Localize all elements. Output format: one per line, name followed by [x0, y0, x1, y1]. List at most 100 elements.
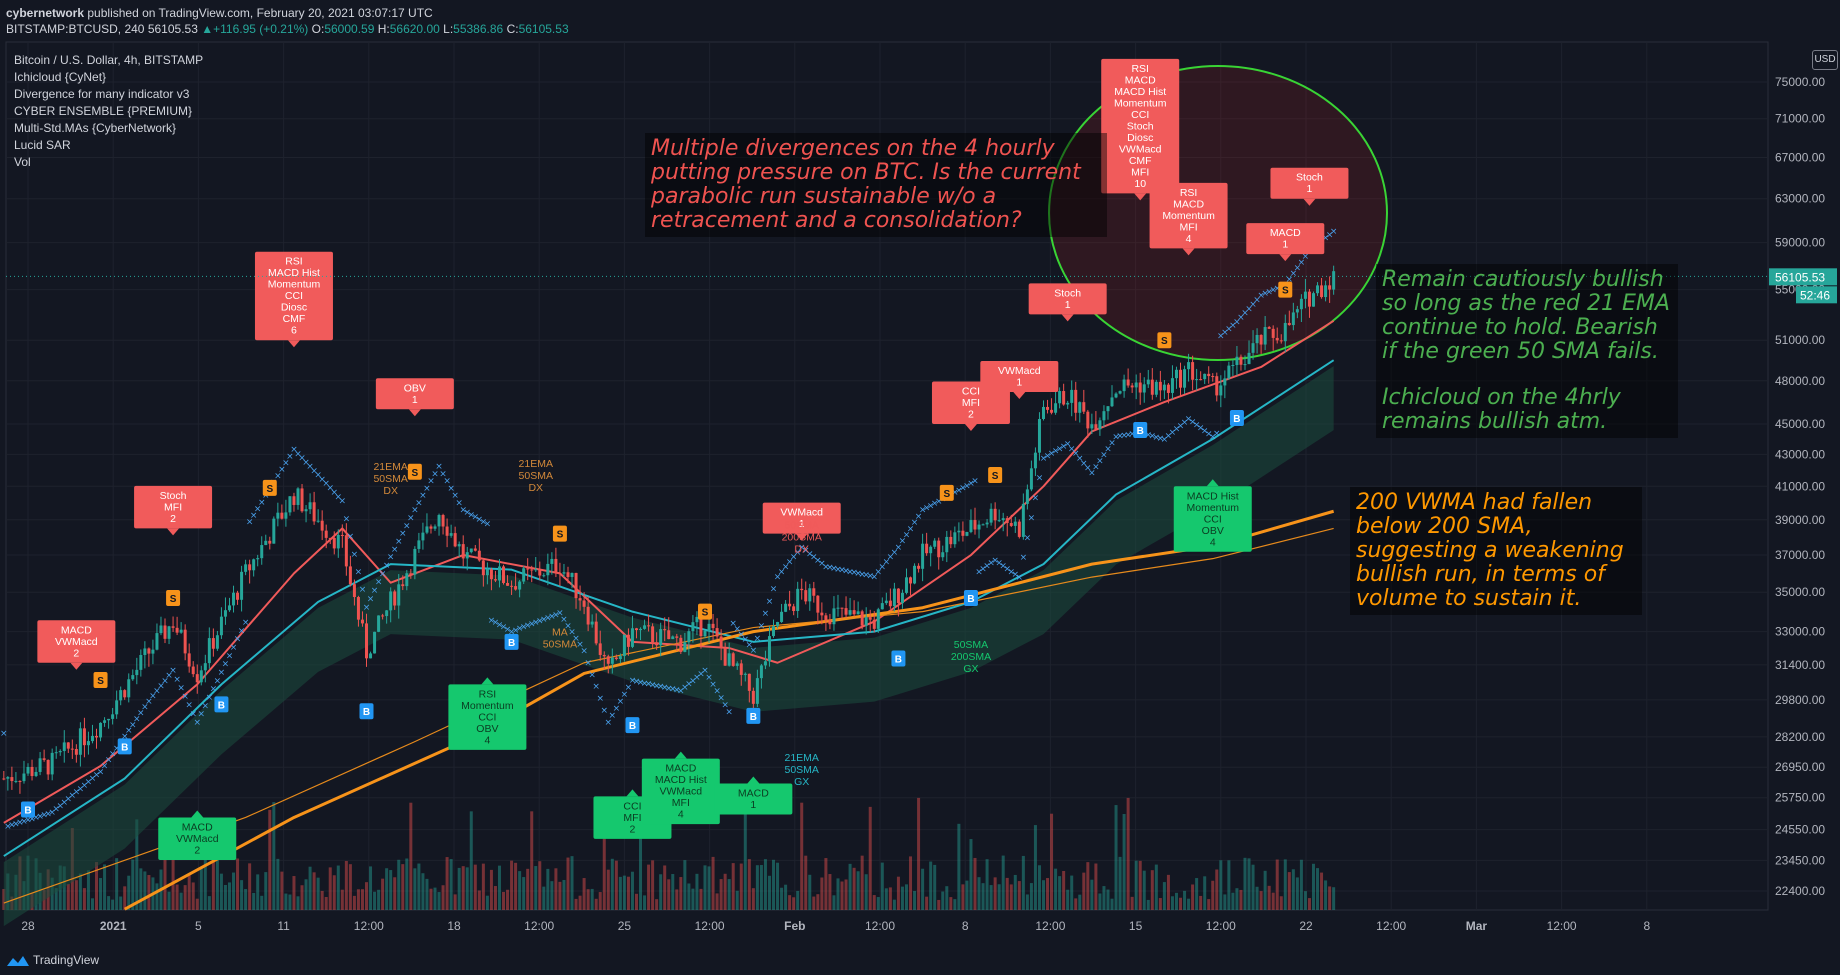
volume-bar	[848, 863, 852, 910]
legend-item[interactable]: Ichicloud {CyNet}	[14, 70, 107, 84]
symbol-label[interactable]: BITSTAMP:BTCUSD, 240	[6, 22, 145, 36]
sar-dot: ×	[963, 481, 971, 491]
candle-body	[836, 607, 840, 609]
legend-item[interactable]: Vol	[14, 155, 31, 169]
candle-body	[280, 512, 284, 519]
divergence-label-text: Momentum	[268, 279, 321, 291]
legend-item[interactable]: CYBER ENSEMBLE {PREMIUM}	[14, 104, 193, 118]
sar-dot: ×	[298, 454, 306, 464]
candle-body	[46, 759, 50, 775]
candle-body	[473, 548, 477, 551]
sar-dot: ×	[629, 676, 637, 686]
candle-body	[381, 615, 385, 617]
divergence-label-text: 2	[630, 823, 636, 835]
candle-body	[808, 588, 812, 602]
sar-dot: ×	[411, 506, 419, 516]
sar-dot: ×	[56, 801, 64, 811]
volume-bar	[610, 858, 614, 910]
candle-body	[42, 758, 46, 760]
volume-bar	[804, 855, 808, 910]
sar-dot: ×	[165, 671, 173, 681]
sar-dot: ×	[794, 548, 802, 558]
volume-bar	[481, 863, 485, 910]
candle-body	[1082, 402, 1086, 412]
candle-body	[961, 530, 965, 536]
divergence-label-text: 4	[1186, 233, 1192, 245]
volume-bar	[167, 891, 171, 910]
candle-body	[167, 626, 171, 639]
time-tick-label: 28	[21, 919, 35, 933]
candle-body	[1110, 397, 1114, 407]
volume-bar	[582, 878, 586, 910]
divergence-label-pointer	[408, 409, 421, 417]
volume-bar	[1179, 897, 1183, 910]
candle-body	[796, 588, 800, 611]
sar-dot: ×	[1080, 459, 1088, 469]
volume-bar	[1017, 881, 1021, 910]
sar-dot: ×	[1056, 444, 1064, 454]
volume-bar	[1130, 896, 1134, 910]
volume-bar	[1106, 889, 1110, 910]
footer-brand[interactable]: TradingView	[33, 953, 100, 967]
divergence-label-text: RSI	[1131, 63, 1149, 75]
divergence-label-text: 1	[412, 394, 418, 406]
price-tick-label: 59000.00	[1775, 236, 1825, 250]
sar-dot: ×	[407, 514, 415, 524]
price-tick-label: 25750.00	[1775, 791, 1825, 805]
sar-dot: ×	[915, 512, 923, 522]
sar-dot: ×	[403, 521, 411, 531]
candle-body	[465, 552, 469, 559]
candle-body	[731, 653, 735, 666]
candle-body	[123, 690, 127, 698]
volume-bar	[103, 864, 107, 910]
candle-body	[1062, 391, 1066, 405]
volume-bar	[1122, 813, 1126, 910]
volume-bar	[332, 875, 336, 910]
legend-item[interactable]: Lucid SAR	[14, 138, 71, 152]
price-tick-label: 43000.00	[1775, 447, 1825, 461]
volume-bar	[892, 899, 896, 910]
volume-bar	[997, 884, 1001, 910]
sar-dot: ×	[677, 686, 685, 696]
time-axis[interactable]: 28 2021 5 11 12:00 18 12:00 25 12:00 Feb 12:00 8 12:…	[21, 919, 1650, 933]
volume-bar	[1320, 872, 1324, 910]
candle-body	[179, 629, 183, 633]
candle-body	[1235, 356, 1239, 366]
sar-dot: ×	[1205, 429, 1213, 439]
volume-bar	[767, 875, 771, 910]
candle-body	[131, 675, 135, 680]
sar-dot: ×	[983, 562, 991, 572]
sar-dot: ×	[846, 567, 854, 577]
volume-bar	[1207, 899, 1211, 910]
time-tick-label: 12:00	[1035, 919, 1065, 933]
sar-dot: ×	[814, 556, 822, 566]
sar-dot: ×	[564, 621, 572, 631]
volume-bar	[62, 866, 66, 910]
legend-item[interactable]: Bitcoin / U.S. Dollar, 4h, BITSTAMP	[14, 53, 204, 67]
sar-dot: ×	[866, 571, 874, 581]
legend-item[interactable]: Divergence for many indicator v3	[14, 87, 190, 101]
sar-dot: ×	[121, 732, 129, 742]
sar-dot: ×	[701, 666, 709, 676]
time-tick-label: 8	[1643, 919, 1650, 933]
sell-marker-text: S	[1282, 286, 1289, 297]
price-axis[interactable]: 75000.00 71000.00 67000.00 63000.00 59000.00…	[1775, 75, 1825, 898]
volume-bar	[111, 899, 115, 910]
currency-button[interactable]: USD	[1812, 50, 1838, 70]
divergence-label-pointer	[1206, 479, 1219, 487]
time-tick-label: 22	[1299, 919, 1313, 933]
volume-bar	[550, 881, 554, 910]
legend-item[interactable]: Multi-Std.MAs {CyberNetwork}	[14, 121, 177, 135]
volume-bar	[155, 883, 159, 910]
sar-dot: ×	[975, 567, 983, 577]
sar-dot: ×	[1193, 420, 1201, 430]
divergence-label-text: MFI	[1180, 221, 1198, 233]
candle-body	[1174, 369, 1178, 379]
author-name[interactable]: cybernetwork	[6, 6, 85, 20]
candle-body	[904, 577, 908, 593]
sar-dot: ×	[935, 497, 943, 507]
price-tick-label: 41000.00	[1775, 479, 1825, 493]
candle-body	[1211, 376, 1215, 378]
volume-bar	[1037, 865, 1041, 910]
